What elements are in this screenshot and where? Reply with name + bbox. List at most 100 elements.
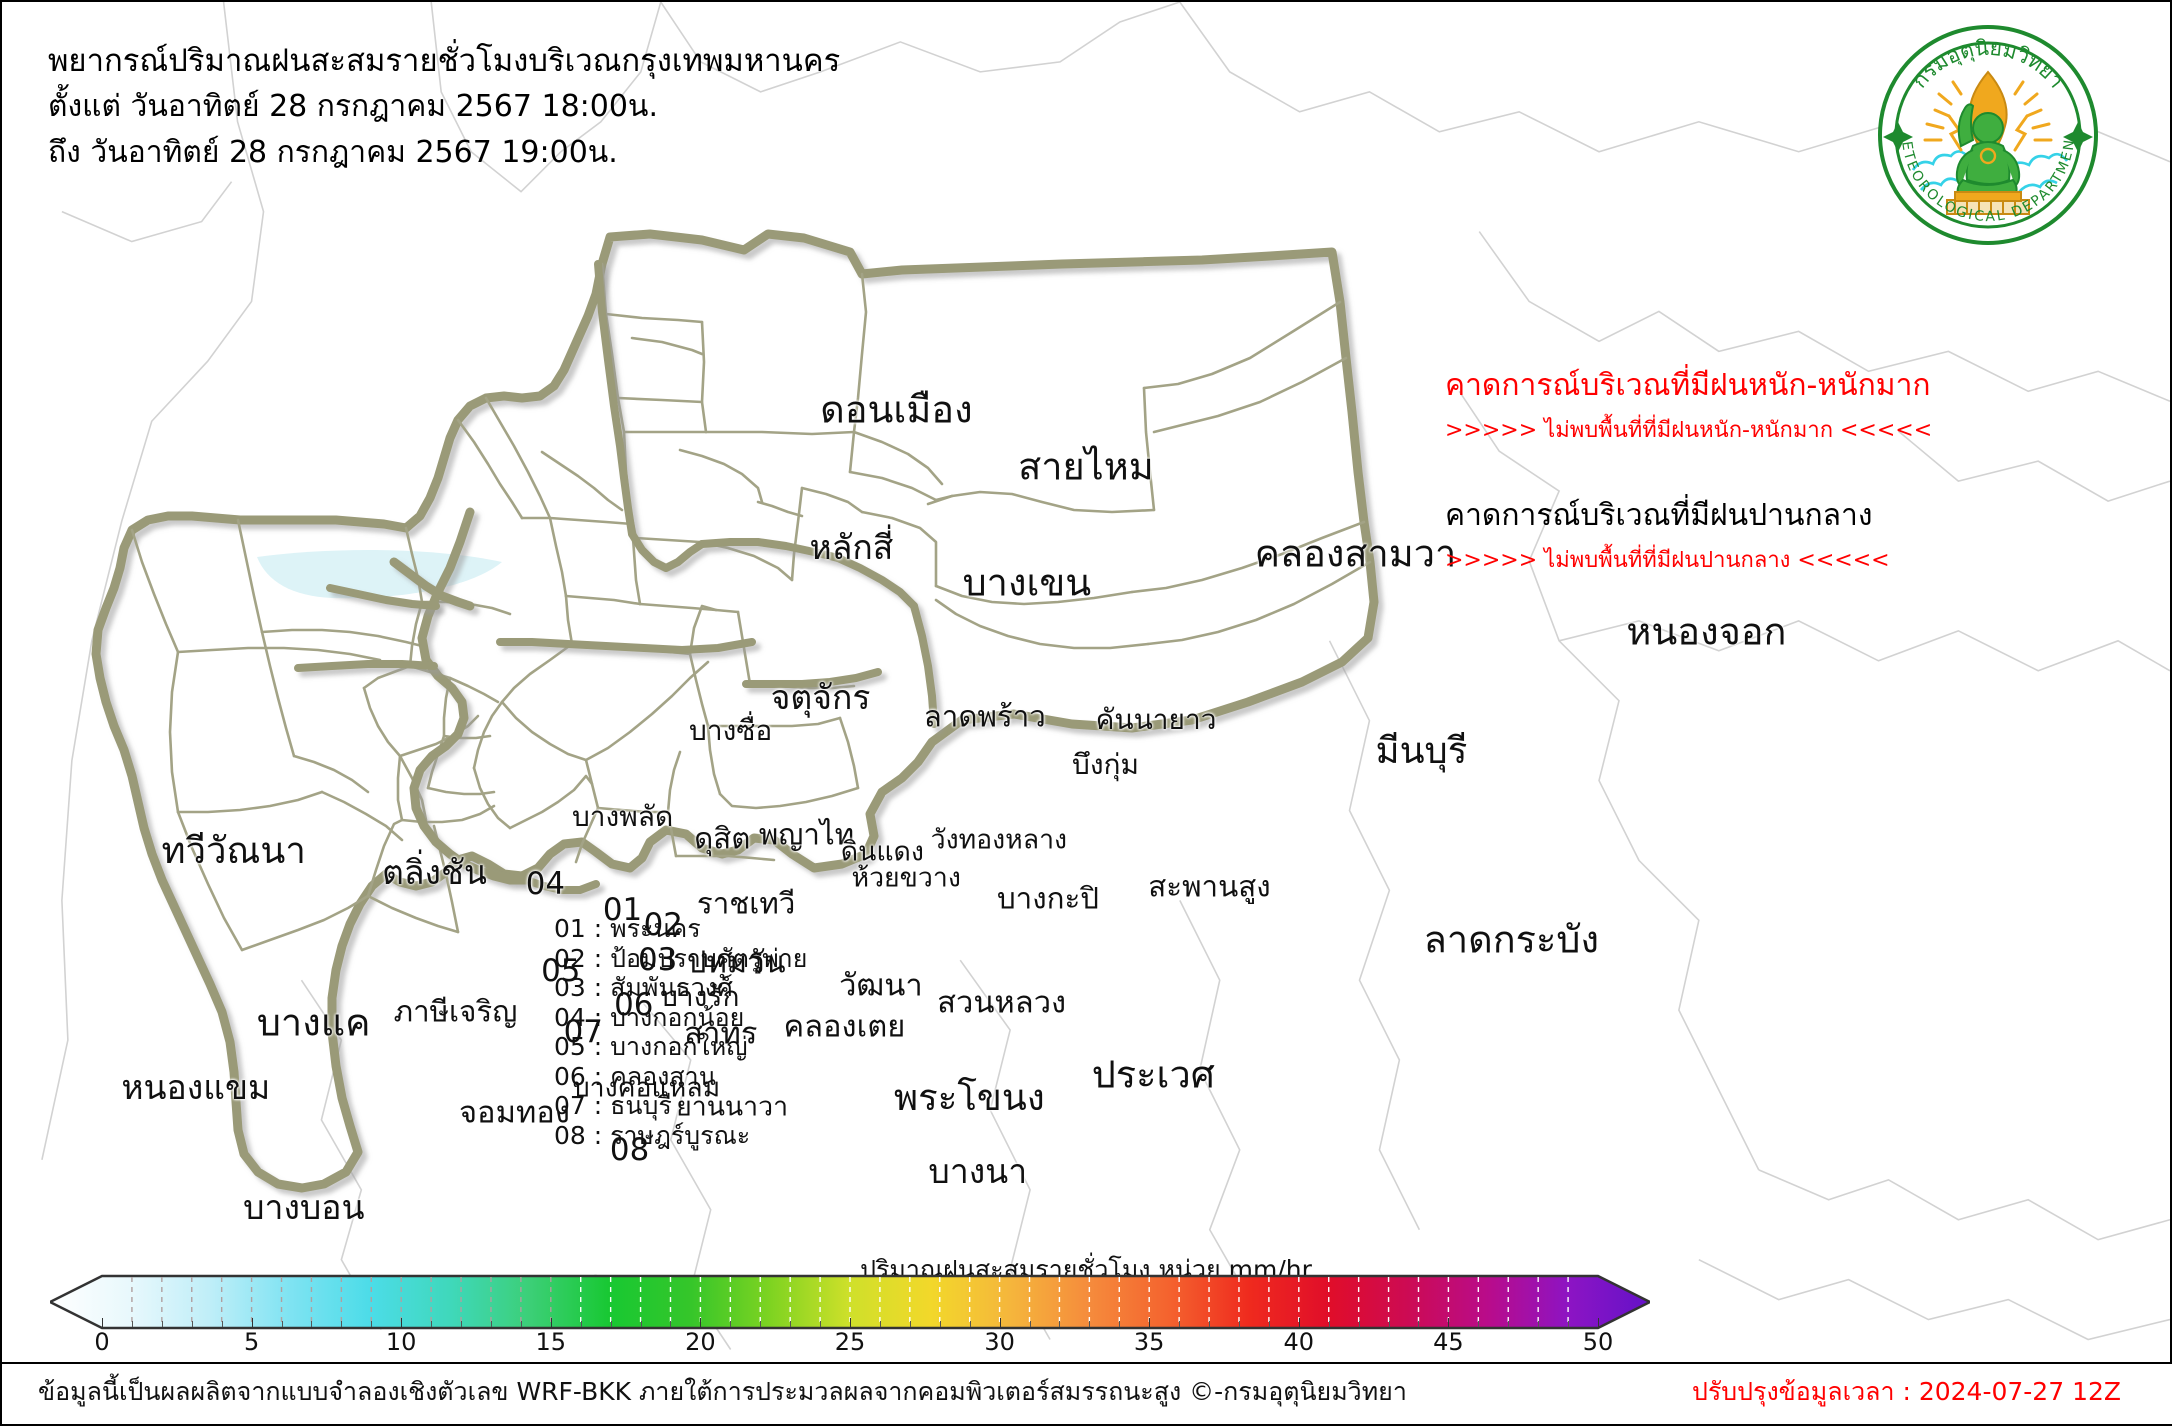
district-label: คลองสามวา <box>1254 531 1457 576</box>
colorbar-minor-tick <box>520 1321 522 1327</box>
colorbar-tick: 5 <box>243 1328 260 1356</box>
colorbar-minor-tick <box>1119 1321 1121 1327</box>
district-label: สวนหลวง <box>937 984 1067 1021</box>
district-label: ปทุมวัน <box>686 944 786 981</box>
star-decoration-icon <box>1883 122 2093 152</box>
colorbar-tick-mark <box>401 1318 403 1327</box>
district-inner-boundaries <box>130 262 1372 952</box>
colorbar-minor-tick <box>1059 1321 1061 1327</box>
district-label: ลาดพร้าว <box>923 699 1046 734</box>
district-label: 04 <box>525 866 565 903</box>
district-label: บางพลัด <box>571 799 674 833</box>
colorbar-tick: 15 <box>535 1328 567 1356</box>
forecast-start-time: ตั้งแต่ วันอาทิตย์ 28 กรกฎาคม 2567 18:00… <box>48 89 658 124</box>
footer-source-text: ข้อมูลนี้เป็นผลผลิตจากแบบจำลองเชิงตัวเลข… <box>38 1377 1407 1406</box>
district-label: ดินแดง <box>840 836 924 868</box>
district-label: 01 <box>602 891 643 928</box>
district-label: 05 <box>541 953 581 990</box>
bangkok-outer-boundary <box>91 229 1379 1193</box>
colorbar-minor-tick <box>730 1321 732 1327</box>
heavy-rain-heading: คาดการณ์บริเวณที่มีฝนหนัก-หนักมาก <box>1445 368 1931 403</box>
colorbar-tick: 0 <box>94 1328 110 1356</box>
colorbar-tick-mark <box>1448 1318 1450 1327</box>
colorbar-minor-tick <box>1268 1321 1270 1327</box>
colorbar-minor-tick <box>1478 1321 1480 1327</box>
colorbar-minor-tick <box>640 1321 642 1327</box>
district-label: ดุสิต <box>694 821 751 856</box>
colorbar-minor-tick <box>1029 1321 1031 1327</box>
page-title: พยากรณ์ปริมาณฝนสะสมรายชั่วโมงบริเวณกรุงเ… <box>48 43 841 79</box>
colorbar-tick-mark <box>700 1318 702 1327</box>
footer-bar: ข้อมูลนี้เป็นผลผลิตจากแบบจำลองเชิงตัวเลข… <box>2 1362 2172 1424</box>
district-key-item: 02 : ป้อมปราบศัตรูพ่าย <box>554 943 808 973</box>
district-label: จอมทอง <box>458 1094 570 1131</box>
colorbar-minor-tick <box>820 1321 822 1327</box>
colorbar-minor-tick <box>191 1321 193 1327</box>
colorbar-minor-tick <box>1538 1321 1540 1327</box>
notes-spacer <box>1445 448 2145 494</box>
district-label: พระโขนง <box>894 1075 1045 1119</box>
district-key-item: 05 : บางกอกใหญ่ <box>554 1032 748 1061</box>
district-code-key: 01 : พระนคร 02 : ป้อมปราบศัตรูพ่าย 03 : … <box>554 914 807 1150</box>
colorbar-minor-tick <box>969 1321 971 1327</box>
district-label: ยานนาวา <box>676 1091 789 1123</box>
colorbar-minor-tick <box>1358 1321 1360 1327</box>
colorbar-minor-tick <box>1179 1321 1181 1327</box>
colorbar-tick: 50 <box>1582 1328 1614 1356</box>
colorbar-minor-tick <box>1209 1321 1211 1327</box>
colorbar-minor-tick <box>431 1321 433 1327</box>
district-label: บางนา <box>928 1151 1028 1191</box>
colorbar-tick: 20 <box>685 1328 716 1356</box>
district-label: สาทร <box>684 1015 758 1052</box>
tmd-logo: กรมอุตุนิยมวิทยา METEOROLOGICAL DEPARTME… <box>1877 24 2098 245</box>
colorbar-minor-tick <box>879 1321 881 1327</box>
colorbar-minor-tick <box>790 1321 792 1327</box>
district-label: ตลิ่งชัน <box>381 852 487 892</box>
district-label: หนองแขม <box>121 1067 271 1107</box>
district-label: ห้วยขวาง <box>851 862 961 894</box>
forecast-end-time: ถึง วันอาทิตย์ 28 กรกฎาคม 2567 19:00น. <box>48 135 618 170</box>
colorbar-tick: 35 <box>1133 1328 1165 1356</box>
colorbar-minor-tick <box>461 1321 463 1327</box>
colorbar-tick: 25 <box>834 1328 866 1356</box>
district-key-item: 07 : ธนบุรี <box>554 1091 672 1120</box>
district-label: คลองเตย <box>783 1008 906 1045</box>
district-label: บางกะปิ <box>996 881 1099 916</box>
moderate-rain-heading: คาดการณ์บริเวณที่มีฝนปานกลาง <box>1445 498 1873 533</box>
district-label: บางบอน <box>243 1188 365 1228</box>
district-label: พญาไท <box>758 817 855 852</box>
colorbar-minor-tick <box>490 1321 492 1327</box>
forecast-notes-panel: คาดการณ์บริเวณที่มีฝนหนัก-หนักมาก >>>>> … <box>1445 364 2145 578</box>
colorbar-minor-tick <box>760 1321 762 1327</box>
colorbar-minor-tick <box>670 1321 672 1327</box>
colorbar-tick: 30 <box>984 1328 1015 1356</box>
colorbar-minor-tick <box>1089 1321 1091 1327</box>
water-patch <box>257 550 502 599</box>
district-label: คันนายาว <box>1095 702 1217 736</box>
colorbar-tick-mark <box>999 1318 1001 1327</box>
colorbar-minor-tick <box>281 1321 283 1327</box>
district-label: ภาษีเจริญ <box>393 994 518 1029</box>
heavy-rain-value: >>>>> ไม่พบพื้นที่ที่มีฝนหนัก-หนักมาก <<… <box>1445 418 1933 443</box>
colorbar-minor-tick <box>610 1321 612 1327</box>
lightning-rays-icon <box>1923 80 2053 152</box>
district-label: ทวีวัณนา <box>161 828 306 872</box>
colorbar-tick-mark <box>102 1318 103 1327</box>
colorbar-minor-tick <box>1328 1321 1330 1327</box>
district-key-item: 04 : บางกอกน้อย <box>554 1002 745 1032</box>
pedestal-icon <box>1946 191 2030 215</box>
colorbar-minor-tick <box>1418 1321 1420 1327</box>
footer-updated-time: ปรับปรุงข้อมูลเวลา : 2024-07-27 12Z <box>1692 1377 2122 1406</box>
colorbar-minor-tick <box>1508 1321 1510 1327</box>
colorbar-minor-tick <box>1238 1321 1240 1327</box>
district-label: วัฒนา <box>839 967 923 1004</box>
district-label: ประเวศ <box>1091 1052 1215 1097</box>
district-label: 08 <box>609 1131 650 1168</box>
district-label: มีนบุรี <box>1375 728 1468 772</box>
colorbar-tick-mark <box>1298 1318 1300 1327</box>
district-label: ดอนเมือง <box>820 387 973 432</box>
colorbar-minor-tick <box>311 1321 313 1327</box>
district-label: สะพานสูง <box>1148 869 1271 904</box>
